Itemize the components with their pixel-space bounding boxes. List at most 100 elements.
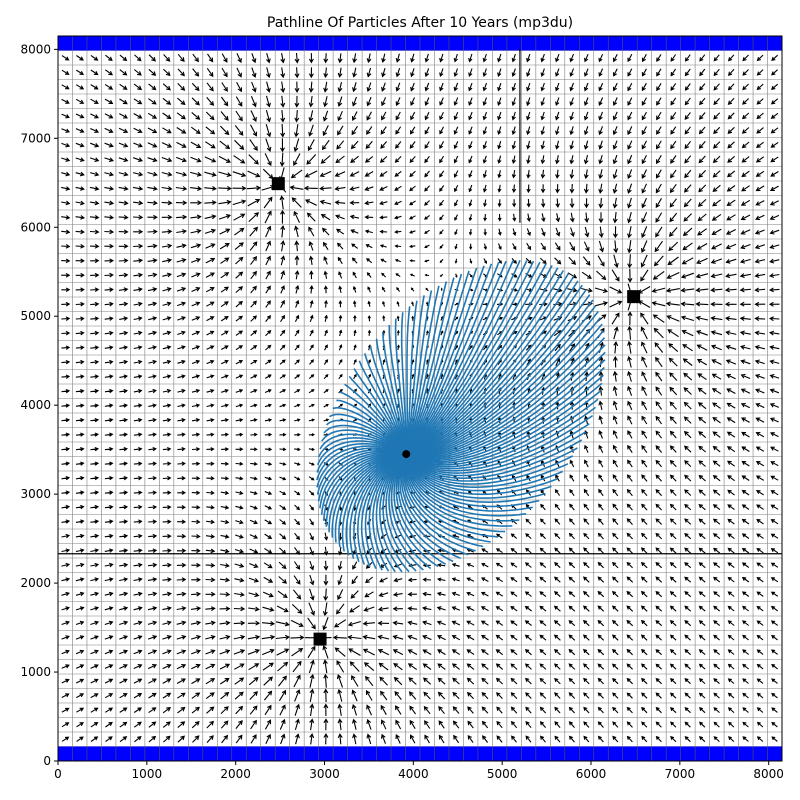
pathline	[406, 294, 591, 455]
y-tick-label: 5000	[20, 309, 51, 323]
pathline	[405, 453, 574, 485]
pathline	[405, 273, 463, 455]
pathline	[316, 448, 407, 495]
x-tick-label: 3000	[309, 767, 340, 781]
pathline	[405, 300, 418, 455]
pathline	[405, 406, 596, 470]
pathline	[353, 453, 407, 563]
pathline	[316, 440, 407, 466]
pathline	[317, 437, 407, 458]
particle-pathlines	[316, 259, 606, 573]
x-tick-label: 7000	[665, 767, 696, 781]
pathline	[405, 453, 540, 508]
pathline	[405, 414, 594, 472]
pathline	[405, 260, 514, 455]
pathline	[316, 447, 407, 488]
y-tick-label: 1000	[20, 665, 51, 679]
pathline	[405, 260, 528, 455]
pathline	[405, 398, 599, 468]
pathline	[405, 374, 604, 463]
pathline	[405, 453, 552, 499]
pathline	[405, 359, 606, 460]
pathline	[405, 453, 546, 504]
pathline	[388, 325, 407, 455]
pathline	[319, 451, 407, 509]
pathline	[397, 453, 454, 563]
well-marker	[313, 632, 327, 646]
pathline	[406, 323, 603, 456]
pathline	[382, 453, 410, 573]
y-axis: 0 1000 2000 3000 4000 5000 6000 7000 8000	[20, 42, 58, 768]
pathline	[405, 431, 587, 477]
pathline	[325, 453, 407, 527]
chd-cell-lines-bottom	[58, 746, 782, 761]
pathline	[405, 453, 533, 512]
pathline	[334, 453, 407, 543]
chd-cell-lines-top	[58, 36, 782, 51]
pathline	[319, 433, 407, 455]
pathline	[328, 453, 407, 533]
pathline	[406, 299, 594, 455]
pathline	[338, 453, 407, 548]
pathline	[405, 453, 563, 492]
pathline	[326, 419, 407, 455]
pathline	[405, 382, 603, 465]
pathline	[405, 344, 606, 458]
pathline	[405, 273, 570, 455]
pathline	[395, 453, 447, 565]
pathline	[379, 453, 407, 573]
pathline	[405, 454, 513, 527]
pathline	[405, 263, 547, 455]
pathline	[388, 453, 424, 571]
pathline	[405, 259, 521, 455]
x-tick-label: 4000	[398, 767, 429, 781]
x-tick-label: 6000	[576, 767, 607, 781]
pathline	[405, 453, 558, 496]
pathline	[364, 453, 407, 570]
pathline	[405, 423, 590, 474]
pathline	[406, 305, 597, 456]
y-tick-label: 8000	[20, 42, 51, 56]
pathline	[341, 453, 407, 552]
pathline	[385, 453, 417, 572]
x-tick-label: 1000	[132, 767, 163, 781]
pathline	[353, 368, 407, 455]
pathline	[404, 453, 499, 538]
plot-frame	[57, 35, 783, 762]
pathline	[406, 289, 587, 455]
pathline	[348, 375, 407, 455]
pathline	[405, 453, 569, 489]
y-tick-label: 3000	[20, 487, 51, 501]
pathline	[405, 267, 478, 455]
pathline	[405, 263, 493, 455]
x-tick-label: 5000	[487, 767, 518, 781]
pathline	[345, 453, 407, 556]
y-tick-label: 7000	[20, 131, 51, 145]
pathline	[405, 351, 606, 459]
pathline	[323, 452, 407, 521]
pathline	[390, 453, 432, 570]
pathline	[405, 454, 506, 533]
pathline	[317, 450, 407, 502]
pathline	[403, 453, 491, 543]
pathline	[405, 306, 411, 455]
well-marker	[627, 290, 641, 304]
pathline	[331, 453, 407, 538]
pathline	[406, 330, 605, 457]
pathline	[405, 285, 440, 455]
pathline	[405, 290, 433, 455]
pathline	[405, 265, 553, 455]
pathline	[364, 353, 407, 455]
x-axis: 0 1000 2000 3000 4000 5000 6000 7000 8000	[54, 761, 784, 781]
pathline	[349, 453, 407, 559]
y-tick-label: 0	[43, 754, 51, 768]
pathline	[320, 452, 407, 515]
chart-title: Pathline Of Particles After 10 Years (mp…	[267, 15, 573, 31]
constant-head-cells	[58, 36, 782, 761]
pathline	[405, 270, 564, 455]
pathline	[340, 391, 407, 455]
pathline	[368, 453, 407, 571]
pathline	[399, 453, 461, 560]
pathline	[405, 270, 470, 455]
